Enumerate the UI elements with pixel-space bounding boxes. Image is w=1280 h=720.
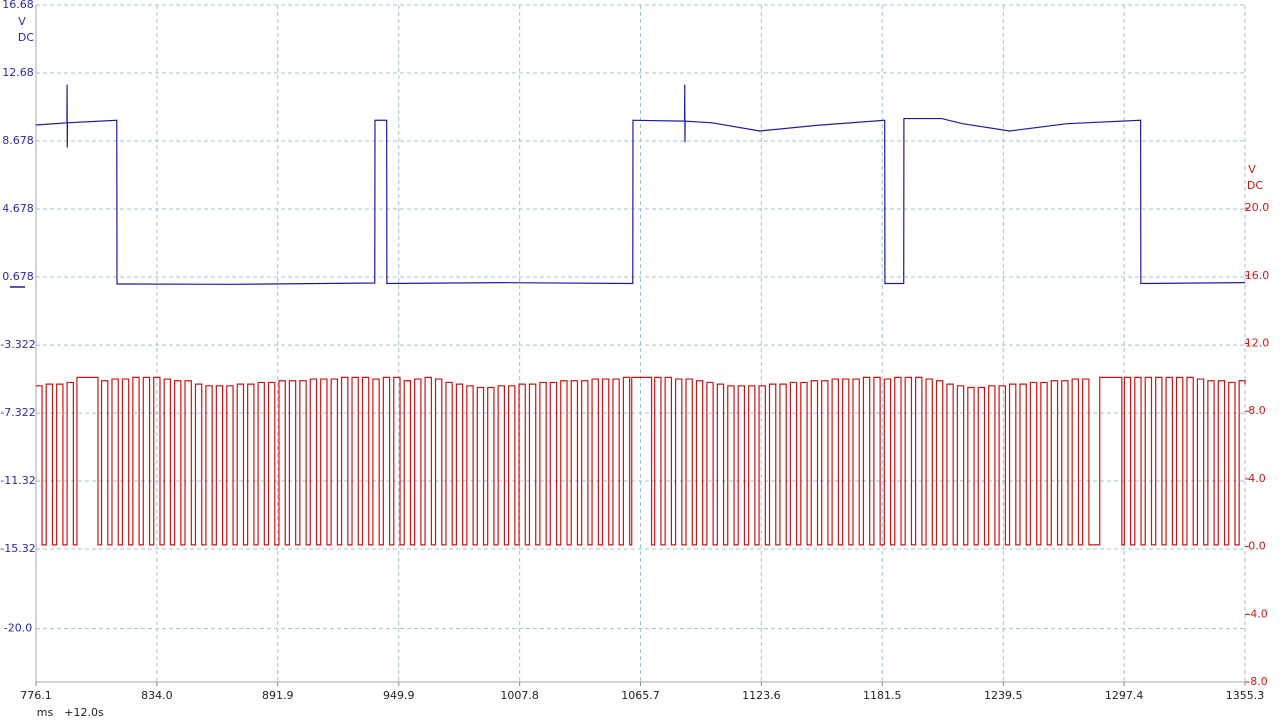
y2-tick-label: -8.0 [1246,675,1267,688]
y-tick-label: 12.68 [2,66,34,79]
y2-unit: V [1248,163,1256,176]
y2-tick-label: 4.0 [1248,472,1266,485]
grid [35,4,1246,682]
y2-tick-label: 12.0 [1245,337,1270,350]
x-offset: +12.0s [64,706,104,719]
y-tick-label: -15.32 [0,542,35,555]
y-tick-label: 16.68 [2,0,34,11]
x-tick-label: 1181.5 [863,689,902,702]
series-line [35,84,1246,285]
x-tick-label: 1239.5 [984,689,1023,702]
y-unit: V [18,15,26,28]
x-tick-label: 891.9 [262,689,294,702]
y-tick-label: -7.322 [0,406,35,419]
y2-tick-label: 0.0 [1248,540,1266,553]
y-tick-label: -3.322 [0,338,35,351]
y2-tick-label: 16.0 [1245,269,1270,282]
x-tick-label: 1007.8 [500,689,539,702]
y-tick-label: -20.0 [4,622,32,635]
x-tick-label: 834.0 [141,689,173,702]
y-tick-label: -11.32 [0,474,35,487]
y2-tick-label: 8.0 [1248,404,1266,417]
y-tick-label: 8.678 [2,134,34,147]
y2-unit: DC [1247,179,1263,192]
x-tick-label: 1123.6 [742,689,781,702]
x-tick-label: 1297.4 [1105,689,1144,702]
x-tick-label: 1065.7 [621,689,660,702]
y2-tick-label: 20.0 [1245,201,1270,214]
x-tick-label: 949.9 [383,689,415,702]
series-line [36,376,1246,546]
x-unit: ms [37,706,54,719]
x-tick-label: 1355.3 [1226,689,1265,702]
x-tick-label: 776.1 [20,689,52,702]
y2-tick-label: -4.0 [1246,607,1267,620]
axis-labels: V DC V DC ms +12.0s [18,15,1263,719]
y-unit: DC [18,31,34,44]
y-tick-label: 0.678 [2,270,34,283]
y-tick-label: 4.678 [2,202,34,215]
